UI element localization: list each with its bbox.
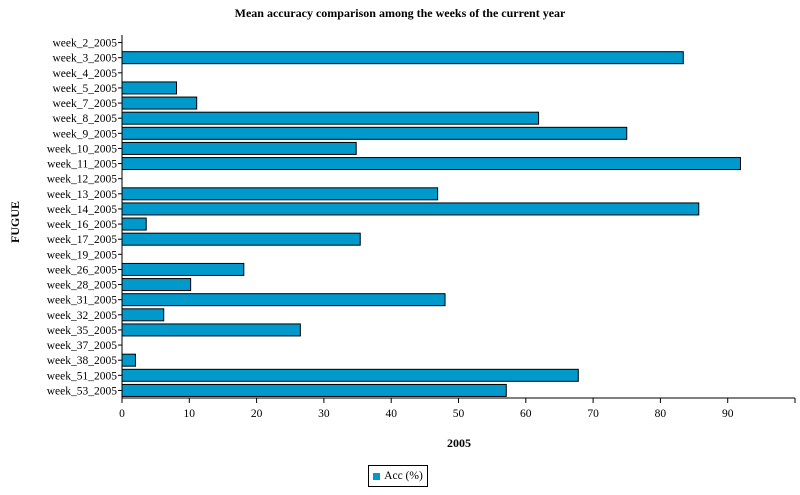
chart-title: Mean accuracy comparison among the weeks… xyxy=(235,6,566,20)
y-tick-label: week_31_2005 xyxy=(47,295,118,307)
y-tick-label: week_32_2005 xyxy=(47,310,118,322)
y-tick-label: week_53_2005 xyxy=(47,385,118,397)
x-tick-label: 20 xyxy=(251,408,263,420)
x-tick-label: 10 xyxy=(184,408,196,420)
y-tick-label: week_11_2005 xyxy=(47,159,117,171)
x-tick-label: 40 xyxy=(385,408,397,420)
y-tick-label: week_35_2005 xyxy=(47,325,118,337)
y-tick-label: week_51_2005 xyxy=(47,370,118,382)
y-tick-label: week_12_2005 xyxy=(47,174,118,186)
x-tick-label: 30 xyxy=(318,408,330,420)
bar xyxy=(121,51,684,65)
x-tick-label: 60 xyxy=(520,408,532,420)
bar xyxy=(121,111,540,125)
bar xyxy=(121,353,136,367)
y-tick-label: week_37_2005 xyxy=(47,340,118,352)
legend: Acc (%) xyxy=(368,465,428,487)
bar xyxy=(121,383,507,397)
y-tick-label: week_19_2005 xyxy=(47,249,118,261)
x-tick-label: 50 xyxy=(453,408,465,420)
y-tick-label: week_9_2005 xyxy=(52,128,117,140)
y-tick-label: week_38_2005 xyxy=(47,355,118,367)
y-tick-label: week_5_2005 xyxy=(52,83,117,95)
y-tick-label: week_10_2005 xyxy=(47,143,118,155)
y-tick-label: week_2_2005 xyxy=(52,38,117,50)
legend-label: Acc (%) xyxy=(384,470,423,482)
bar xyxy=(121,217,147,231)
x-tick-label: 80 xyxy=(655,408,667,420)
y-tick-label: week_26_2005 xyxy=(47,264,118,276)
bar xyxy=(121,126,628,140)
x-tick-label: 70 xyxy=(587,408,599,420)
y-tick-label: week_16_2005 xyxy=(47,219,118,231)
y-tick-label: week_14_2005 xyxy=(47,204,118,216)
bar xyxy=(121,278,192,292)
y-tick-label: week_17_2005 xyxy=(47,234,118,246)
bar xyxy=(121,232,361,246)
x-axis-label: 2005 xyxy=(447,436,471,450)
bar xyxy=(121,368,579,382)
bar xyxy=(121,96,198,110)
bar xyxy=(121,308,165,322)
y-tick-label: week_13_2005 xyxy=(47,189,118,201)
bar xyxy=(121,262,245,276)
y-tick-label: week_4_2005 xyxy=(52,68,117,80)
bar xyxy=(121,81,178,95)
y-tick-label: week_28_2005 xyxy=(47,280,118,292)
x-tick-label: 90 xyxy=(722,408,734,420)
y-axis-label: FUGUE xyxy=(8,201,22,243)
bar xyxy=(121,323,301,337)
bar xyxy=(121,293,446,307)
bar xyxy=(121,187,439,201)
bar xyxy=(121,202,700,216)
legend-swatch xyxy=(373,472,381,480)
y-tick-label: week_8_2005 xyxy=(52,113,117,125)
plot-area: 0 10 20 30 40 50 60 70 80 90 week_2_2005 week_3_200… xyxy=(47,35,796,420)
y-tick-label: week_3_2005 xyxy=(52,53,117,65)
bar xyxy=(121,141,357,155)
y-tick-label: week_7_2005 xyxy=(52,98,117,110)
x-tick-label: 0 xyxy=(119,408,125,420)
bar xyxy=(121,157,741,171)
